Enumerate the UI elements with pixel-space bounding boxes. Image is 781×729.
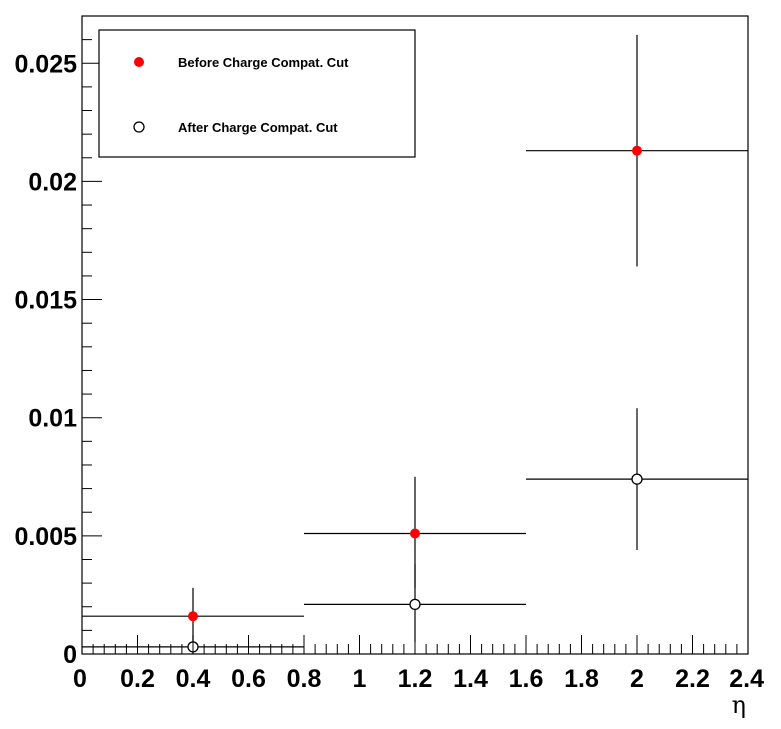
x-tick-label: 1.4 xyxy=(453,665,488,693)
y-tick-label: 0 xyxy=(63,641,77,669)
y-tick-label: 0.025 xyxy=(14,50,77,78)
x-tick-label: 0.2 xyxy=(120,665,155,693)
x-tick-label: 0.4 xyxy=(176,665,211,693)
legend-box xyxy=(98,29,416,158)
data-point-before xyxy=(410,528,420,539)
legend: Before Charge Compat. Cut After Charge C… xyxy=(98,29,416,158)
y-tick-label: 0.015 xyxy=(14,287,77,315)
legend-marker-after xyxy=(133,121,145,133)
data-point-after xyxy=(409,598,421,611)
legend-label-before: Before Charge Compat. Cut xyxy=(178,55,349,70)
y-tick-label: 0.01 xyxy=(28,405,77,433)
data-point-before xyxy=(188,611,198,622)
x-tick-label: 1.6 xyxy=(509,665,544,693)
x-tick-label: 2.4 xyxy=(729,665,764,693)
axis-ticks xyxy=(81,15,749,655)
x-tick-label: 1.2 xyxy=(398,665,433,693)
data-point-after xyxy=(631,473,643,485)
data-point-before xyxy=(632,145,642,156)
x-tick-label: 0 xyxy=(73,665,87,693)
x-tick-label: 2 xyxy=(630,665,644,693)
legend-label-after: After Charge Compat. Cut xyxy=(178,120,338,135)
axis-tick-labels: 0 0.2 0.4 0.6 0.8 1 1.2 1.4 1.6 1.8 2 2.2 2.4 0 0.005 0… xyxy=(14,50,764,693)
y-tick-label: 0.005 xyxy=(14,523,77,551)
x-tick-label: 2.2 xyxy=(675,665,710,693)
x-tick-label: 1 xyxy=(353,665,367,693)
y-tick-label: 0.02 xyxy=(28,168,77,196)
x-tick-label: 0.6 xyxy=(231,665,266,693)
x-tick-label: 1.8 xyxy=(564,665,599,693)
legend-marker-before xyxy=(134,57,144,67)
x-axis-title: η xyxy=(732,691,746,719)
x-tick-label: 0.8 xyxy=(287,665,322,693)
